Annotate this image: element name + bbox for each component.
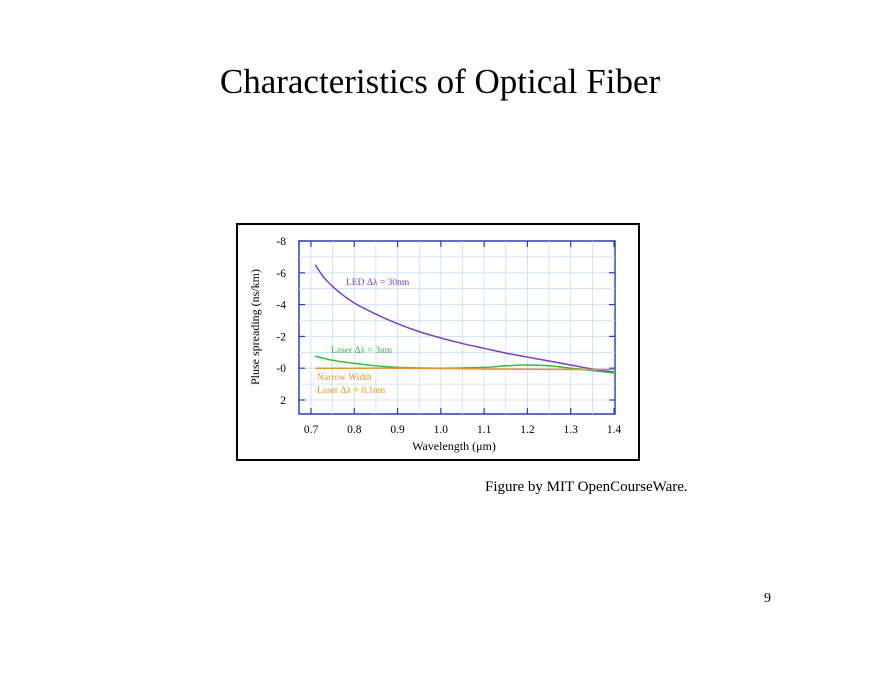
series-line-led bbox=[314, 264, 615, 373]
x-tick-label: 0.7 bbox=[304, 424, 319, 436]
y-tick-label: -6 bbox=[276, 268, 286, 280]
y-tick-label: 2 bbox=[280, 395, 286, 407]
y-axis-label: Pluse spreading (ns/km) bbox=[248, 269, 262, 385]
y-tick-labels: -8 -6 -4 -2 -0 2 bbox=[276, 236, 286, 407]
annotation-led: LED Δλ = 30nm bbox=[346, 278, 410, 288]
y-tick-label: -0 bbox=[276, 363, 286, 375]
series-line-narrow-width-laser bbox=[315, 367, 615, 371]
y-tick-label: -8 bbox=[276, 236, 286, 248]
annotation-laser: Laser Δλ = 3nm bbox=[331, 346, 393, 356]
x-tick-label: 0.9 bbox=[390, 424, 405, 436]
annotation-narrow-laser: Laser Δλ = 0.1nm bbox=[317, 386, 386, 396]
plot-area bbox=[298, 240, 616, 415]
series-line-laser bbox=[315, 355, 615, 374]
x-tick-label: 1.3 bbox=[564, 424, 579, 436]
pulse-spreading-chart: 0.7 0.8 0.9 1.0 1.1 1.2 1.3 1.4 -8 -6 -4 -2 -0 2 LED… bbox=[248, 236, 622, 453]
tick-marks bbox=[299, 240, 615, 414]
y-tick-label: -2 bbox=[276, 331, 286, 343]
x-axis-label: Wavelength (μm) bbox=[412, 439, 496, 453]
x-tick-label: 1.4 bbox=[607, 424, 622, 436]
slide-title: Characteristics of Optical Fiber bbox=[219, 62, 661, 101]
grid bbox=[299, 241, 615, 414]
annotation-narrow-width: Narrow Width bbox=[317, 373, 372, 383]
figure-credit: Figure by MIT OpenCourseWare. bbox=[485, 479, 688, 495]
x-tick-label: 1.2 bbox=[520, 424, 535, 436]
x-tick-labels: 0.7 0.8 0.9 1.0 1.1 1.2 1.3 1.4 bbox=[304, 424, 622, 436]
x-tick-label: 1.0 bbox=[434, 424, 449, 436]
x-tick-label: 1.1 bbox=[477, 424, 492, 436]
series-lines bbox=[314, 264, 615, 374]
y-tick-label: -4 bbox=[276, 300, 286, 312]
x-tick-label: 0.8 bbox=[347, 424, 362, 436]
page-number: 9 bbox=[764, 591, 771, 606]
